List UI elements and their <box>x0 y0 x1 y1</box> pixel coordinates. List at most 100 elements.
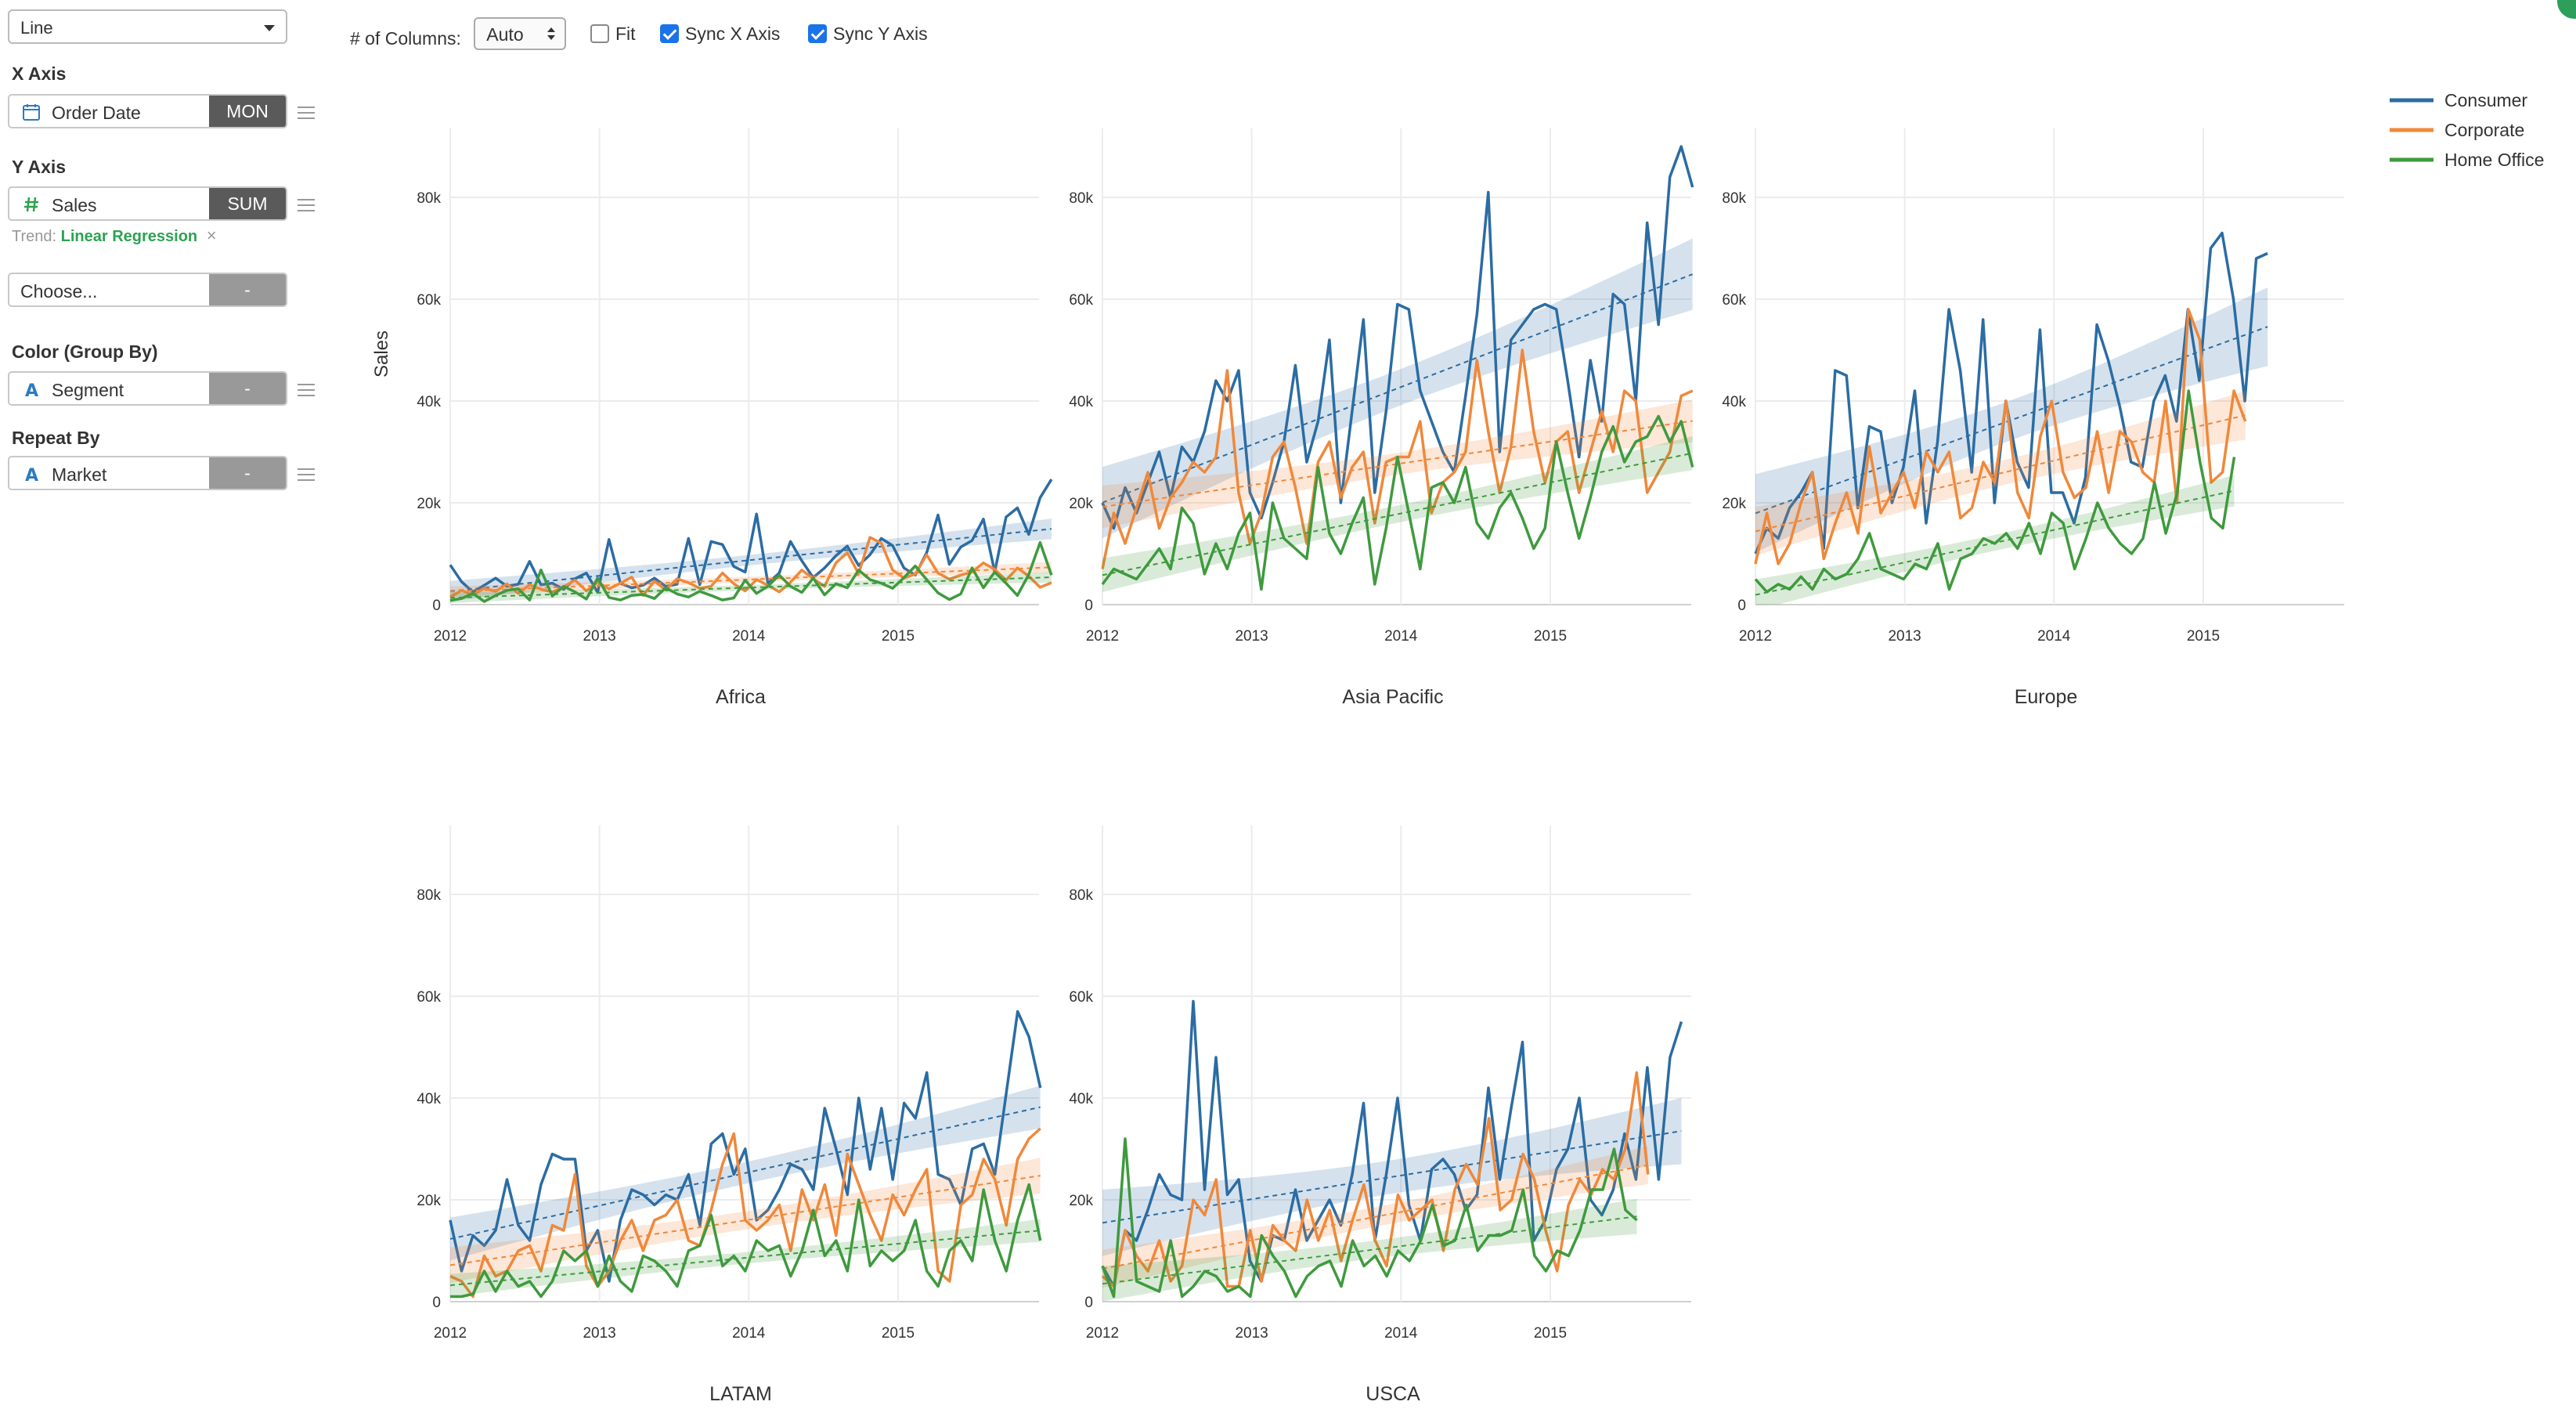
facet-asia-pacific: 0 20k 40k 60k 80k 2012 2013 2014 2015 Asia Pacifi… <box>1069 128 1694 708</box>
sync-x-checkbox[interactable] <box>660 23 679 43</box>
trend-setting: Trend: Linear Regression × <box>12 226 217 246</box>
legend-item[interactable]: Consumer <box>2390 90 2527 110</box>
text-a-icon: A <box>25 466 38 483</box>
x-tick-label: 2014 <box>732 628 766 645</box>
columns-control: # of Columns: Auto <box>350 17 567 56</box>
svg-text:A: A <box>25 466 38 483</box>
facet-africa: 0 20k 40k 60k 80k 2012 2013 2014 2015 Africa <box>417 128 1053 708</box>
x-axis-field-name: Order Date <box>52 103 141 123</box>
facet-latam: 0 20k 40k 60k 80k 2012 2013 2014 2015 LATAM <box>417 825 1042 1405</box>
y-tick-label: 60k <box>417 989 441 1006</box>
facet-title: Europe <box>2015 686 2078 708</box>
trend-line <box>449 576 1052 599</box>
trend-band <box>450 562 1052 598</box>
hash-icon <box>24 197 38 212</box>
y-axis-field-name: Sales <box>52 195 97 215</box>
trend-line <box>449 1106 1041 1240</box>
y-tick-label: 0 <box>432 1295 441 1311</box>
x-axis-aggregation-button[interactable]: MON <box>209 96 286 127</box>
trend-value-link[interactable]: Linear Regression <box>60 228 198 245</box>
y-tick-label: 80k <box>1722 190 1746 207</box>
color-field-pill[interactable]: A Segment - <box>8 371 287 406</box>
text-a-icon: A <box>25 381 38 399</box>
x-tick-label: 2015 <box>1534 1325 1567 1342</box>
x-tick-label: 2013 <box>1888 628 1921 645</box>
color-aggregation-button[interactable]: - <box>209 373 286 404</box>
y-axis-aggregation-button[interactable]: SUM <box>209 188 286 219</box>
y-tick-label: 40k <box>1722 394 1746 410</box>
choose-field-pill[interactable]: Choose... - <box>8 273 287 307</box>
facet-title: Asia Pacific <box>1342 686 1443 708</box>
trend-line <box>449 1230 1041 1287</box>
trend-line <box>449 528 1052 592</box>
legend-item[interactable]: Corporate <box>2390 120 2524 140</box>
series-line-consumer <box>1101 999 1683 1288</box>
x-tick-label: 2014 <box>1384 628 1418 645</box>
sync-x-option[interactable]: Sync X Axis <box>660 23 780 45</box>
select-arrows-icon <box>547 27 556 40</box>
y-tick-label: 40k <box>1069 1091 1093 1107</box>
y-tick-label: 60k <box>417 292 441 309</box>
sync-y-option[interactable]: Sync Y Axis <box>808 23 928 45</box>
series-line-home-office <box>1101 414 1694 591</box>
trend-remove-icon[interactable]: × <box>206 226 217 245</box>
y-tick-label: 60k <box>1722 292 1746 309</box>
series-line-consumer <box>1101 145 1694 530</box>
color-menu-icon[interactable] <box>298 384 315 396</box>
repeat-aggregation-button[interactable]: - <box>209 457 286 489</box>
legend-item[interactable]: Home Office <box>2390 150 2544 170</box>
trend-band <box>1102 238 1693 539</box>
x-axis-field-pill[interactable]: Order Date MON <box>8 94 287 128</box>
series-line-consumer <box>449 479 1053 594</box>
y-tick-label: 0 <box>1084 598 1093 614</box>
trend-band <box>1755 475 2235 605</box>
y-tick-label: 20k <box>1069 496 1093 512</box>
repeat-menu-icon[interactable] <box>298 468 315 481</box>
fit-option[interactable]: Fit <box>590 23 636 45</box>
x-tick-label: 2015 <box>882 628 915 645</box>
trend-line <box>1102 273 1694 504</box>
facet-usca: 0 20k 40k 60k 80k 2012 2013 2014 2015 USCA <box>1069 825 1691 1405</box>
facet-title: Africa <box>716 686 766 708</box>
sync-y-label: Sync Y Axis <box>833 23 928 44</box>
fit-checkbox[interactable] <box>590 23 609 43</box>
y-tick-label: 20k <box>1722 496 1746 512</box>
columns-select[interactable]: Auto <box>474 17 567 50</box>
trend-line <box>1102 1216 1637 1285</box>
trend-line <box>1102 420 1693 508</box>
series-line-home-office <box>449 540 1053 603</box>
y-tick-label: 0 <box>1084 1295 1093 1311</box>
y-tick-label: 20k <box>1069 1193 1093 1209</box>
y-tick-label: 80k <box>1069 887 1093 904</box>
x-tick-label: 2012 <box>1086 628 1119 645</box>
y-tick-label: 80k <box>1069 190 1093 207</box>
repeat-field-pill[interactable]: A Market - <box>8 456 287 490</box>
y-tick-label: 20k <box>417 496 441 512</box>
series-line-home-office <box>1101 1137 1638 1299</box>
sync-y-checkbox[interactable] <box>808 23 827 43</box>
y-axis-title: Sales <box>371 331 392 377</box>
series-line-corporate <box>1101 1071 1650 1288</box>
x-tick-label: 2014 <box>1384 1325 1418 1342</box>
x-tick-label: 2013 <box>583 628 615 645</box>
columns-value: Auto <box>486 24 524 45</box>
choose-aggregation-button[interactable]: - <box>209 274 286 305</box>
facet-title: USCA <box>1366 1383 1420 1405</box>
color-field-name: Segment <box>52 380 124 400</box>
repeat-by-label: Repeat By <box>12 428 100 448</box>
y-axis-menu-icon[interactable] <box>298 199 315 211</box>
x-axis-menu-icon[interactable] <box>298 107 315 119</box>
y-tick-label: 0 <box>1737 598 1746 614</box>
facet-title: LATAM <box>709 1383 772 1405</box>
series-line-consumer <box>449 1010 1042 1283</box>
y-axis-field-pill[interactable]: Sales SUM <box>8 186 287 221</box>
svg-text:A: A <box>25 381 38 399</box>
chart-type-select[interactable]: Line <box>8 9 287 44</box>
sync-x-label: Sync X Axis <box>685 23 781 44</box>
series-line-home-office <box>1754 389 2236 594</box>
series-line-home-office <box>450 1183 1042 1299</box>
x-tick-label: 2015 <box>1534 628 1567 645</box>
y-tick-label: 40k <box>1069 394 1093 410</box>
x-tick-label: 2014 <box>2037 628 2071 645</box>
x-tick-label: 2012 <box>1739 628 1772 645</box>
